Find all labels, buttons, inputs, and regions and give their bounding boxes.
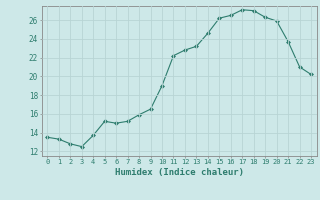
X-axis label: Humidex (Indice chaleur): Humidex (Indice chaleur) (115, 168, 244, 177)
